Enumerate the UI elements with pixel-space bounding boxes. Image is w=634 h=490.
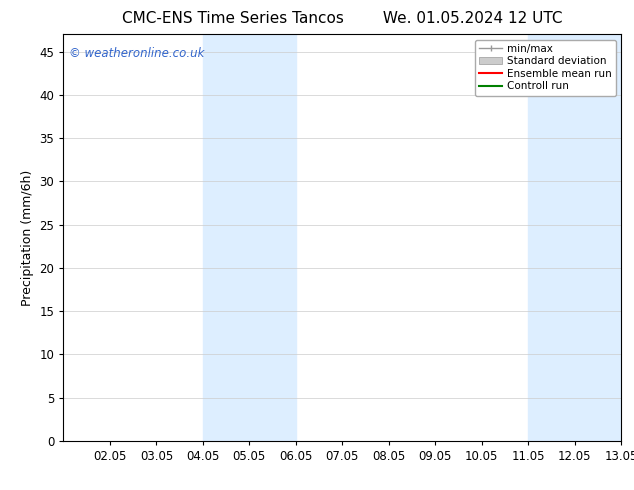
Title: CMC-ENS Time Series Tancos        We. 01.05.2024 12 UTC: CMC-ENS Time Series Tancos We. 01.05.202… <box>122 11 562 26</box>
Bar <box>528 34 621 441</box>
Bar <box>203 34 296 441</box>
Y-axis label: Precipitation (mm/6h): Precipitation (mm/6h) <box>21 170 34 306</box>
Legend: min/max, Standard deviation, Ensemble mean run, Controll run: min/max, Standard deviation, Ensemble me… <box>475 40 616 96</box>
Text: © weatheronline.co.uk: © weatheronline.co.uk <box>69 47 204 59</box>
